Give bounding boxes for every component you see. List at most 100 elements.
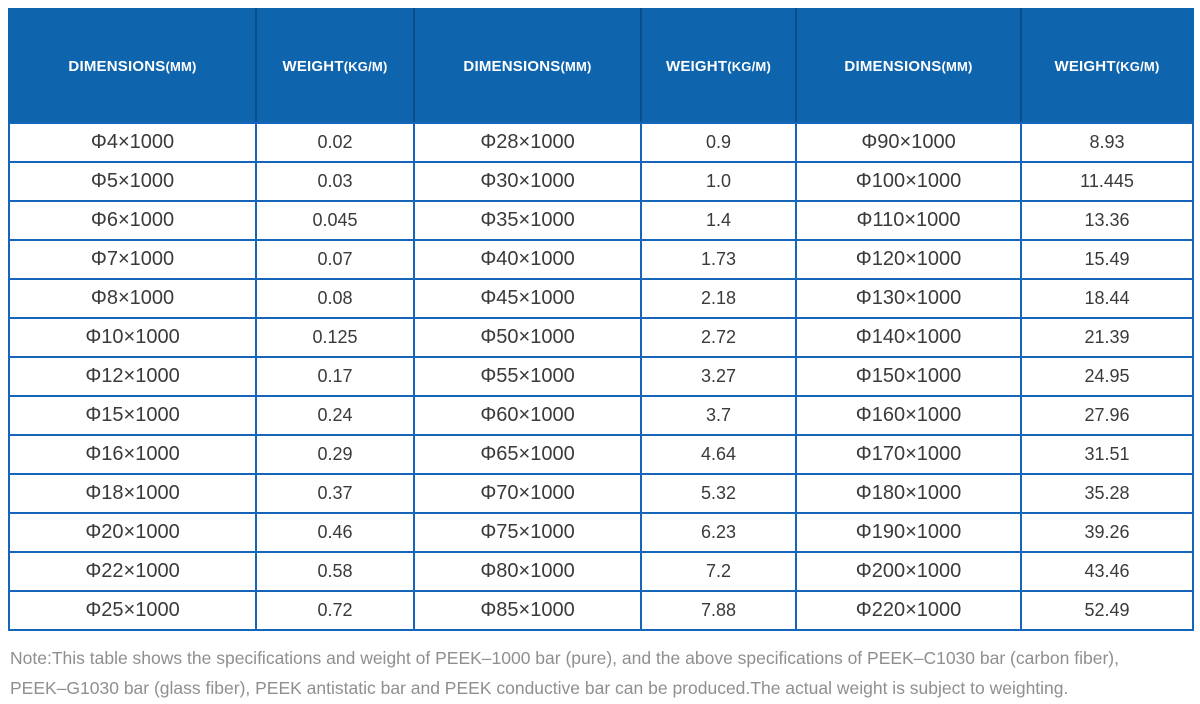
header-cell: WEIGHT(KG/M)	[255, 8, 415, 124]
table-row: Φ25×1000 0.72 Φ85×1000 7.88 Φ220×1000 52.49	[8, 590, 1194, 631]
table-row: Φ4×1000 0.02 Φ28×1000 0.9 Φ90×1000 8.93	[8, 122, 1194, 163]
header-unit: (KG/M)	[1115, 58, 1160, 74]
footnote-line-2: PEEK–G1030 bar (glass fiber), PEEK antis…	[10, 678, 1069, 698]
weight-cell: 0.07	[255, 239, 415, 280]
weight-cell: 0.9	[640, 122, 797, 163]
weight-cell: 1.73	[640, 239, 797, 280]
header-label: WEIGHT	[282, 57, 344, 75]
dimension-cell: Φ130×1000	[795, 278, 1022, 319]
weight-cell: 3.7	[640, 395, 797, 436]
weight-cell: 3.27	[640, 356, 797, 397]
table-row: Φ8×1000 0.08 Φ45×1000 2.18 Φ130×1000 18.44	[8, 278, 1194, 319]
dimension-cell: Φ110×1000	[795, 200, 1022, 241]
header-unit: (KG/M)	[727, 58, 771, 74]
header-cell: DIMENSIONS(MM)	[795, 8, 1022, 124]
header-cell: DIMENSIONS(MM)	[8, 8, 257, 124]
dimension-cell: Φ170×1000	[795, 434, 1022, 475]
weight-cell: 0.72	[255, 590, 415, 631]
dimension-cell: Φ85×1000	[413, 590, 642, 631]
weight-cell: 21.39	[1020, 317, 1194, 358]
weight-cell: 24.95	[1020, 356, 1194, 397]
weight-cell: 0.125	[255, 317, 415, 358]
header-cell: WEIGHT(KG/M)	[1020, 8, 1194, 124]
dimension-cell: Φ40×1000	[413, 239, 642, 280]
dimension-cell: Φ70×1000	[413, 473, 642, 514]
table-row: Φ12×1000 0.17 Φ55×1000 3.27 Φ150×1000 24.95	[8, 356, 1194, 397]
weight-cell: 18.44	[1020, 278, 1194, 319]
weight-cell: 7.2	[640, 551, 797, 592]
weight-cell: 7.88	[640, 590, 797, 631]
weight-cell: 5.32	[640, 473, 797, 514]
dimension-cell: Φ18×1000	[8, 473, 257, 514]
table-row: Φ6×1000 0.045 Φ35×1000 1.4 Φ110×1000 13.36	[8, 200, 1194, 241]
weight-cell: 1.0	[640, 161, 797, 202]
dimension-cell: Φ45×1000	[413, 278, 642, 319]
dimension-cell: Φ20×1000	[8, 512, 257, 553]
dimension-cell: Φ75×1000	[413, 512, 642, 553]
header-unit: (MM)	[941, 58, 973, 74]
table-row: Φ10×1000 0.125 Φ50×1000 2.72 Φ140×1000 21.39	[8, 317, 1194, 358]
header-label: DIMENSIONS	[68, 57, 166, 75]
weight-cell: 0.17	[255, 356, 415, 397]
dimension-cell: Φ8×1000	[8, 278, 257, 319]
weight-cell: 0.29	[255, 434, 415, 475]
table-row: Φ16×1000 0.29 Φ65×1000 4.64 Φ170×1000 31.51	[8, 434, 1194, 475]
weight-cell: 39.26	[1020, 512, 1194, 553]
dimension-cell: Φ35×1000	[413, 200, 642, 241]
dimension-cell: Φ220×1000	[795, 590, 1022, 631]
dimension-cell: Φ55×1000	[413, 356, 642, 397]
header-unit: (MM)	[165, 58, 197, 74]
dimension-cell: Φ28×1000	[413, 122, 642, 163]
weight-cell: 27.96	[1020, 395, 1194, 436]
dimension-cell: Φ140×1000	[795, 317, 1022, 358]
dimension-cell: Φ120×1000	[795, 239, 1022, 280]
dimension-cell: Φ30×1000	[413, 161, 642, 202]
weight-cell: 2.72	[640, 317, 797, 358]
dimension-cell: Φ65×1000	[413, 434, 642, 475]
weight-cell: 43.46	[1020, 551, 1194, 592]
table-row: Φ20×1000 0.46 Φ75×1000 6.23 Φ190×1000 39.26	[8, 512, 1194, 553]
weight-cell: 0.58	[255, 551, 415, 592]
dimension-cell: Φ16×1000	[8, 434, 257, 475]
weight-cell: 0.045	[255, 200, 415, 241]
weight-cell: 0.03	[255, 161, 415, 202]
dimension-cell: Φ22×1000	[8, 551, 257, 592]
weight-cell: 13.36	[1020, 200, 1194, 241]
dimension-cell: Φ4×1000	[8, 122, 257, 163]
dimension-cell: Φ12×1000	[8, 356, 257, 397]
dimension-cell: Φ5×1000	[8, 161, 257, 202]
header-label: DIMENSIONS	[844, 57, 942, 75]
weight-cell: 0.46	[255, 512, 415, 553]
header-unit: (MM)	[560, 58, 592, 74]
dimension-cell: Φ180×1000	[795, 473, 1022, 514]
weight-cell: 6.23	[640, 512, 797, 553]
table-row: Φ18×1000 0.37 Φ70×1000 5.32 Φ180×1000 35.28	[8, 473, 1194, 514]
dimension-cell: Φ150×1000	[795, 356, 1022, 397]
weight-cell: 0.24	[255, 395, 415, 436]
weight-cell: 35.28	[1020, 473, 1194, 514]
table-row: Φ15×1000 0.24 Φ60×1000 3.7 Φ160×1000 27.96	[8, 395, 1194, 436]
header-label: WEIGHT	[1054, 57, 1116, 75]
weight-cell: 15.49	[1020, 239, 1194, 280]
dimension-cell: Φ25×1000	[8, 590, 257, 631]
header-cell: DIMENSIONS(MM)	[413, 8, 642, 124]
dimension-cell: Φ6×1000	[8, 200, 257, 241]
dimension-cell: Φ80×1000	[413, 551, 642, 592]
header-label: WEIGHT	[665, 57, 728, 75]
dimension-cell: Φ15×1000	[8, 395, 257, 436]
dimension-cell: Φ50×1000	[413, 317, 642, 358]
header-row: DIMENSIONS(MM) WEIGHT(KG/M) DIMENSIONS(MM)…	[8, 8, 1194, 124]
footnote: Note:This table shows the specifications…	[10, 643, 1190, 703]
table-body: Φ4×1000 0.02 Φ28×1000 0.9 Φ90×1000 8.93 Φ5×100…	[8, 122, 1194, 631]
dimension-cell: Φ10×1000	[8, 317, 257, 358]
weight-cell: 2.18	[640, 278, 797, 319]
dimension-cell: Φ200×1000	[795, 551, 1022, 592]
weight-cell: 1.4	[640, 200, 797, 241]
dimension-cell: Φ100×1000	[795, 161, 1022, 202]
dimension-cell: Φ90×1000	[795, 122, 1022, 163]
weight-cell: 11.445	[1020, 161, 1194, 202]
dimension-cell: Φ190×1000	[795, 512, 1022, 553]
weight-cell: 4.64	[640, 434, 797, 475]
dimension-cell: Φ160×1000	[795, 395, 1022, 436]
